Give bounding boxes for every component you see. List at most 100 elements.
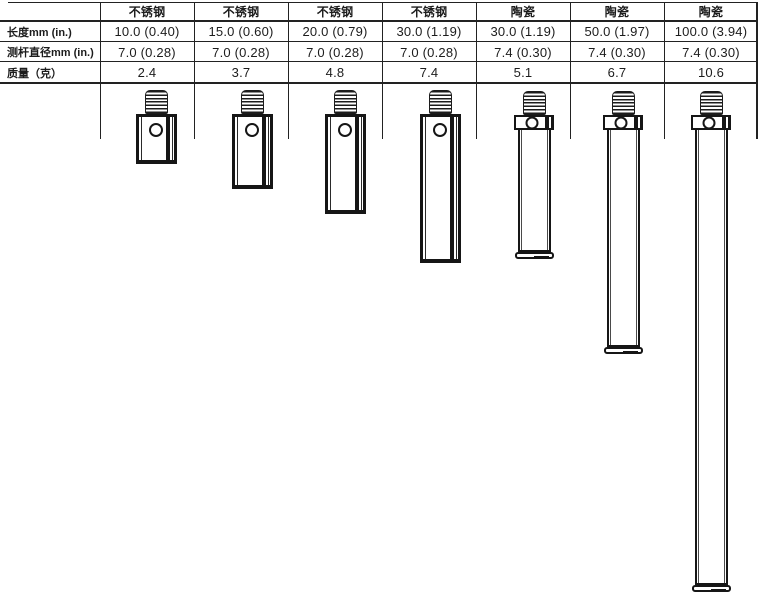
wrench-hole-icon xyxy=(149,123,163,137)
tube-inner-line xyxy=(635,130,637,345)
cap-shade-band xyxy=(722,117,726,128)
bottom-cap-shade xyxy=(622,351,638,353)
stylus-figure-steel-10mm xyxy=(134,90,178,164)
mass-value-3: 4.8 xyxy=(325,65,345,80)
ceramic-tube xyxy=(694,130,728,585)
diameter-row-label: 测杆直径mm (in.) xyxy=(7,47,94,59)
diameter-value-1: 7.0 (0.28) xyxy=(118,44,176,60)
mass-value-4: 7.4 xyxy=(419,65,439,80)
body-shade-band xyxy=(165,117,170,160)
cap-edge-line xyxy=(727,117,729,128)
body-edge-line xyxy=(360,117,362,210)
body-highlight-line xyxy=(236,117,238,185)
column-separator xyxy=(288,2,289,139)
stylus-figure-steel-15mm xyxy=(230,90,274,189)
bottom-cap xyxy=(691,585,731,592)
stylus-figure-ceramic-30mm xyxy=(512,91,556,259)
length-value-2: 15.0 (0.60) xyxy=(208,24,274,39)
ceramic-tube xyxy=(606,130,640,347)
diameter-row-rule xyxy=(0,61,758,62)
wrench-hole-icon xyxy=(433,123,447,137)
diameter-value-4: 7.0 (0.28) xyxy=(400,44,458,60)
diameter-value-6: 7.4 (0.30) xyxy=(588,44,646,60)
metal-cap xyxy=(514,115,554,130)
length-value-5: 30.0 (1.19) xyxy=(490,24,556,39)
wrench-hole-icon xyxy=(702,116,716,129)
column-separator xyxy=(100,2,101,139)
material-header-6: 陶瓷 xyxy=(604,5,630,19)
metal-cap xyxy=(603,115,643,130)
stylus-body xyxy=(324,114,366,214)
thread-section xyxy=(611,91,635,115)
cap-shade-band xyxy=(634,117,638,128)
bottom-cap xyxy=(603,347,643,354)
tube-inner-line xyxy=(520,130,522,250)
diameter-value-3: 7.0 (0.28) xyxy=(306,44,364,60)
material-header-4: 不锈钢 xyxy=(410,5,448,19)
corner-cell xyxy=(0,2,100,21)
length-value-1: 10.0 (0.40) xyxy=(114,24,180,39)
table-right-rule xyxy=(756,2,758,139)
diameter-value-5: 7.4 (0.30) xyxy=(494,44,552,60)
body-edge-line xyxy=(171,117,173,160)
body-highlight-line xyxy=(424,117,426,259)
tube-inner-line xyxy=(723,130,725,583)
stylus-body xyxy=(231,114,273,189)
mass-value-5: 5.1 xyxy=(513,65,533,80)
material-header-5: 陶瓷 xyxy=(510,5,536,19)
stylus-body xyxy=(419,114,461,263)
wrench-hole-icon xyxy=(338,123,352,137)
stylus-figure-steel-30mm xyxy=(418,90,462,263)
length-value-6: 50.0 (1.97) xyxy=(584,24,650,39)
thread-section xyxy=(699,91,723,115)
material-header-3: 不锈钢 xyxy=(316,5,354,19)
length-row-label: 长度mm (in.) xyxy=(7,26,72,39)
bottom-cap xyxy=(514,252,554,259)
length-value-3: 20.0 (0.79) xyxy=(302,24,368,39)
table-bottom-rule xyxy=(0,82,758,84)
stylus-figure-ceramic-50mm xyxy=(601,91,645,354)
column-separator xyxy=(664,2,665,139)
bottom-cap-shade xyxy=(710,589,726,591)
spec-table: 不锈钢 不锈钢 不锈钢 不锈钢 陶瓷 陶瓷 陶瓷 长度mm (in.) 10.0… xyxy=(0,2,758,83)
mass-value-1: 2.4 xyxy=(137,65,157,80)
column-separator xyxy=(382,2,383,139)
body-shade-band xyxy=(354,117,359,210)
tube-inner-line xyxy=(609,130,611,345)
bottom-cap-shade xyxy=(533,256,549,258)
tube-inner-line xyxy=(546,130,548,250)
material-header-7: 陶瓷 xyxy=(698,5,724,19)
body-highlight-line xyxy=(140,117,142,160)
stylus-figure-ceramic-100mm xyxy=(689,91,733,592)
length-value-4: 30.0 (1.19) xyxy=(396,24,462,39)
body-highlight-line xyxy=(329,117,331,210)
mass-value-7: 10.6 xyxy=(697,65,725,80)
diameter-value-7: 7.4 (0.30) xyxy=(682,44,740,60)
body-shade-band xyxy=(449,117,454,259)
cap-edge-line xyxy=(550,117,552,128)
wrench-hole-icon xyxy=(525,116,539,129)
length-row-rule xyxy=(0,41,758,42)
body-shade-band xyxy=(261,117,266,185)
wrench-hole-icon xyxy=(614,116,628,129)
mass-value-2: 3.7 xyxy=(231,65,251,80)
thread-section xyxy=(144,90,168,114)
tube-inner-line xyxy=(697,130,699,583)
thread-section xyxy=(333,90,357,114)
column-separator xyxy=(570,2,571,139)
cap-edge-line xyxy=(639,117,641,128)
header-bottom-rule xyxy=(0,20,758,22)
column-separator xyxy=(476,2,477,139)
stylus-body xyxy=(135,114,177,164)
length-value-7: 100.0 (3.94) xyxy=(674,24,748,39)
thread-section xyxy=(522,91,546,115)
cap-shade-band xyxy=(545,117,549,128)
metal-cap xyxy=(691,115,731,130)
ceramic-tube xyxy=(517,130,551,252)
mass-row-label: 质量（克） xyxy=(7,67,62,80)
thread-section xyxy=(240,90,264,114)
column-separator xyxy=(194,2,195,139)
material-header-2: 不锈钢 xyxy=(222,5,260,19)
material-header-1: 不锈钢 xyxy=(128,5,166,19)
